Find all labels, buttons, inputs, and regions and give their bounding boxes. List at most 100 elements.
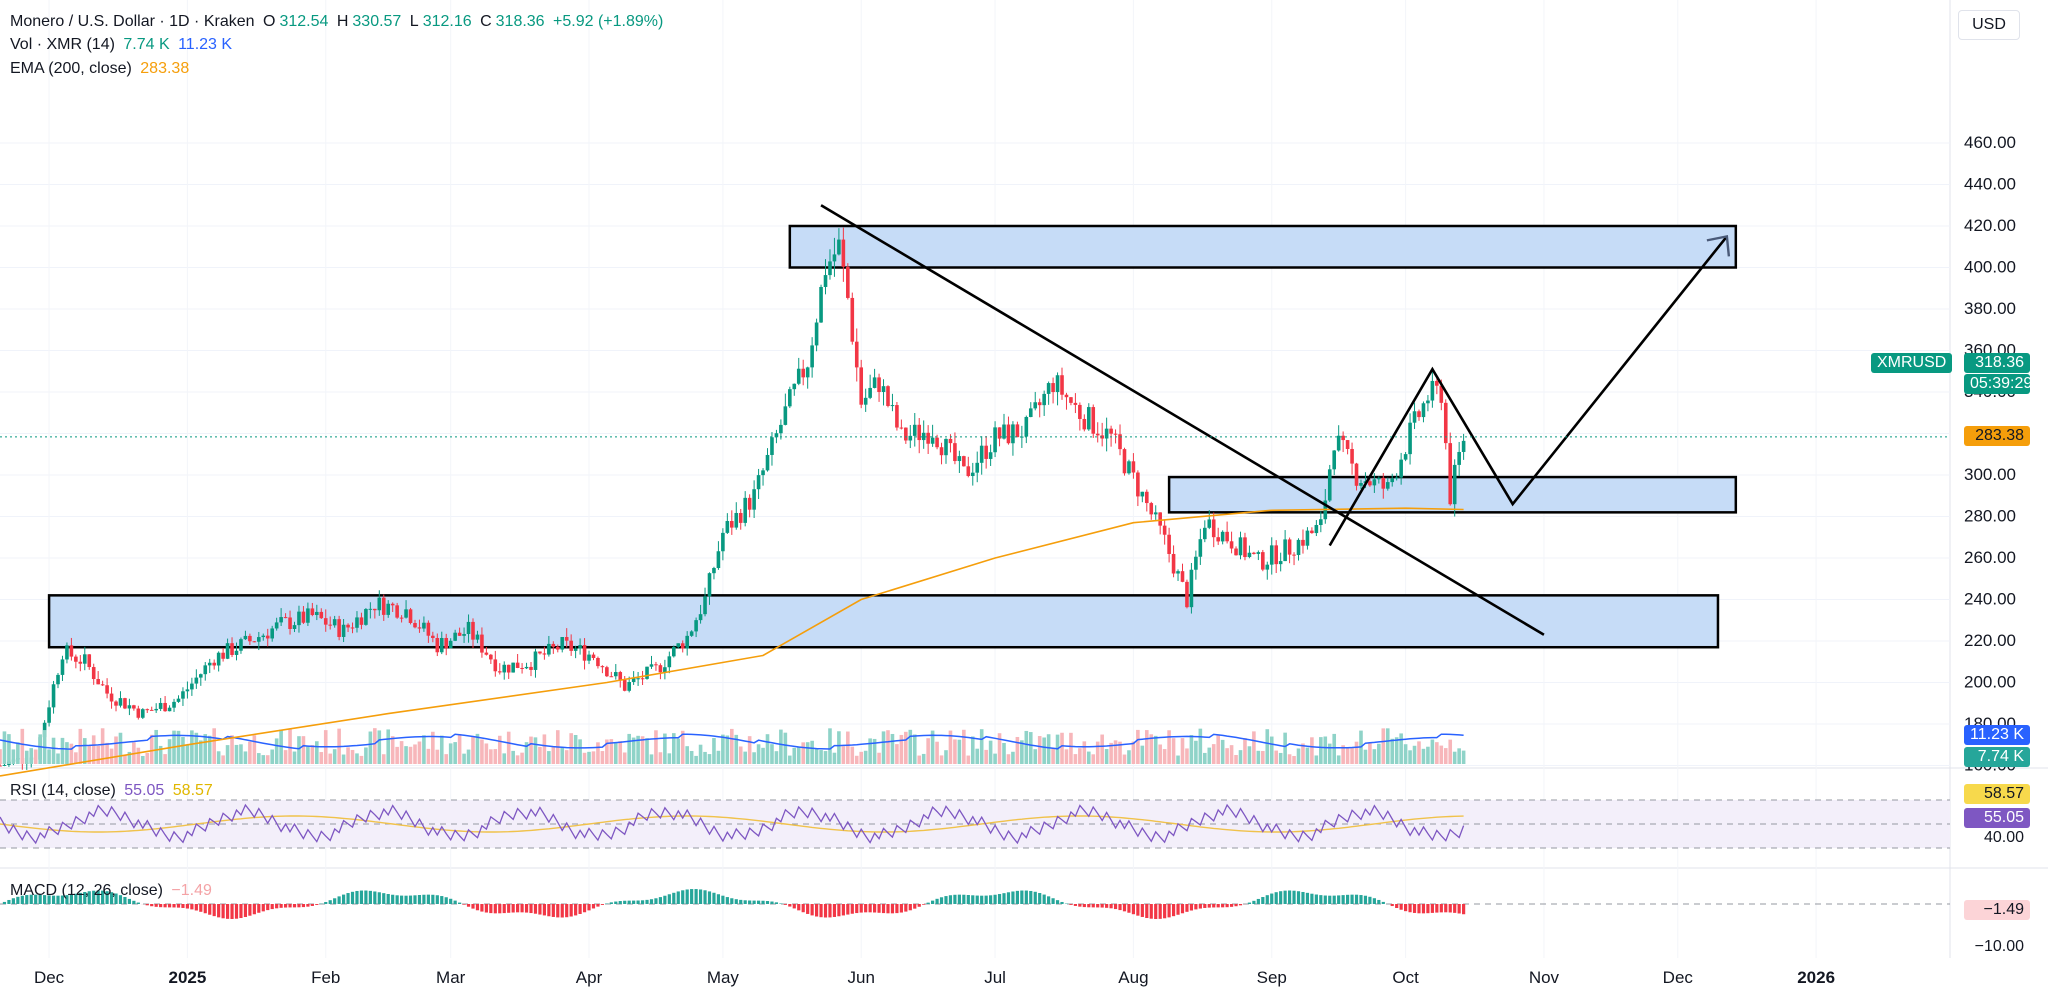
candle-body xyxy=(748,498,752,510)
candle-body xyxy=(1306,531,1310,546)
macd-bar xyxy=(346,893,349,904)
candle-body xyxy=(302,612,306,623)
volume-bar xyxy=(797,747,801,764)
macd-bar xyxy=(244,904,247,917)
candle-body xyxy=(623,680,627,691)
candle-body xyxy=(1069,397,1073,403)
volume-bar xyxy=(65,742,69,764)
volume-bar xyxy=(226,745,230,764)
candle-body xyxy=(1319,519,1323,525)
macd-bar xyxy=(788,904,791,907)
volume-bar xyxy=(859,752,863,764)
volume-bar xyxy=(141,756,145,764)
candle-body xyxy=(92,667,96,679)
candle-body xyxy=(1341,436,1345,440)
macd-bar xyxy=(1275,892,1278,904)
candle-body xyxy=(208,663,212,666)
candle-body xyxy=(181,691,185,698)
macd-bar xyxy=(953,895,956,904)
macd-bar xyxy=(1364,896,1367,904)
volume-bar xyxy=(659,752,663,764)
candle-body xyxy=(203,665,207,674)
change-value: +5.92 (+1.89%) xyxy=(553,13,663,30)
candle-body xyxy=(471,622,475,640)
candle-body xyxy=(101,684,105,685)
volume-bar xyxy=(346,747,350,764)
candle-body xyxy=(1408,423,1412,454)
candle-body xyxy=(1359,483,1363,486)
candle-body xyxy=(659,665,663,672)
volume-bar xyxy=(779,730,783,764)
macd-bar xyxy=(645,900,648,904)
macd-bar xyxy=(833,904,836,917)
candle-body xyxy=(525,667,529,668)
volume-bar xyxy=(266,755,270,764)
macd-bar xyxy=(1306,893,1309,904)
macd-label: MACD (12, 26, close) xyxy=(10,882,163,899)
volume-bar xyxy=(1373,749,1377,764)
volume-bar xyxy=(364,747,368,764)
volume-bar xyxy=(864,751,868,764)
macd-bar xyxy=(503,904,506,913)
candle-body xyxy=(1381,478,1385,489)
candle-body xyxy=(672,647,676,656)
volume-bar xyxy=(244,751,248,764)
candle-body xyxy=(70,645,74,656)
macd-bar xyxy=(779,903,782,904)
time-tick-label: Feb xyxy=(311,968,340,987)
volume-bar xyxy=(1185,748,1189,764)
volume-bar xyxy=(400,741,404,764)
candle-body xyxy=(1283,539,1287,561)
volume-bar xyxy=(56,753,60,764)
candle-body xyxy=(1422,403,1426,417)
currency-button[interactable]: USD xyxy=(1958,10,2020,40)
macd-bar xyxy=(172,904,175,907)
macd-bar xyxy=(409,896,412,904)
volume-bar xyxy=(766,734,770,764)
candle-body xyxy=(431,636,435,638)
volume-bar xyxy=(717,751,721,764)
volume-bar xyxy=(917,756,921,764)
candle-body xyxy=(922,433,926,440)
candle-body xyxy=(226,643,230,659)
candle-body xyxy=(538,652,542,654)
volume-bar xyxy=(1337,755,1341,764)
macd-bar xyxy=(529,904,532,913)
candle-body xyxy=(324,618,328,625)
volume-bar xyxy=(1105,749,1109,764)
price-tick-label: 460.00 xyxy=(1964,133,2016,152)
macd-bar xyxy=(302,904,305,907)
volume-bar xyxy=(1016,737,1020,764)
volume-bar xyxy=(1065,749,1069,764)
candle-body xyxy=(1091,407,1095,434)
macd-bar xyxy=(146,904,149,905)
volume-bar xyxy=(284,750,288,764)
volume-bar xyxy=(752,752,756,764)
volume-bar xyxy=(538,747,542,764)
candle-body xyxy=(230,643,234,655)
macd-bar xyxy=(846,904,849,915)
candle-body xyxy=(596,658,600,666)
macd-bar xyxy=(877,904,880,913)
macd-bar xyxy=(235,904,238,919)
volume-bar xyxy=(1346,747,1350,764)
macd-bar xyxy=(1368,897,1371,904)
candle-body xyxy=(293,625,297,629)
volume-bar xyxy=(1377,744,1381,764)
candle-body xyxy=(1261,552,1265,569)
candle-body xyxy=(886,386,890,406)
volume-bar xyxy=(29,748,33,764)
macd-bar xyxy=(222,904,225,918)
macd-bar xyxy=(480,904,483,912)
volume-bar xyxy=(427,749,431,764)
volume-bar xyxy=(569,733,573,764)
macd-bar xyxy=(1212,904,1215,907)
macd-bar xyxy=(775,902,778,904)
candle-body xyxy=(311,608,315,615)
candle-body xyxy=(1239,537,1243,555)
macd-bar xyxy=(498,904,501,913)
time-tick-label: Jul xyxy=(984,968,1006,987)
price-tick-label: 200.00 xyxy=(1964,673,2016,692)
